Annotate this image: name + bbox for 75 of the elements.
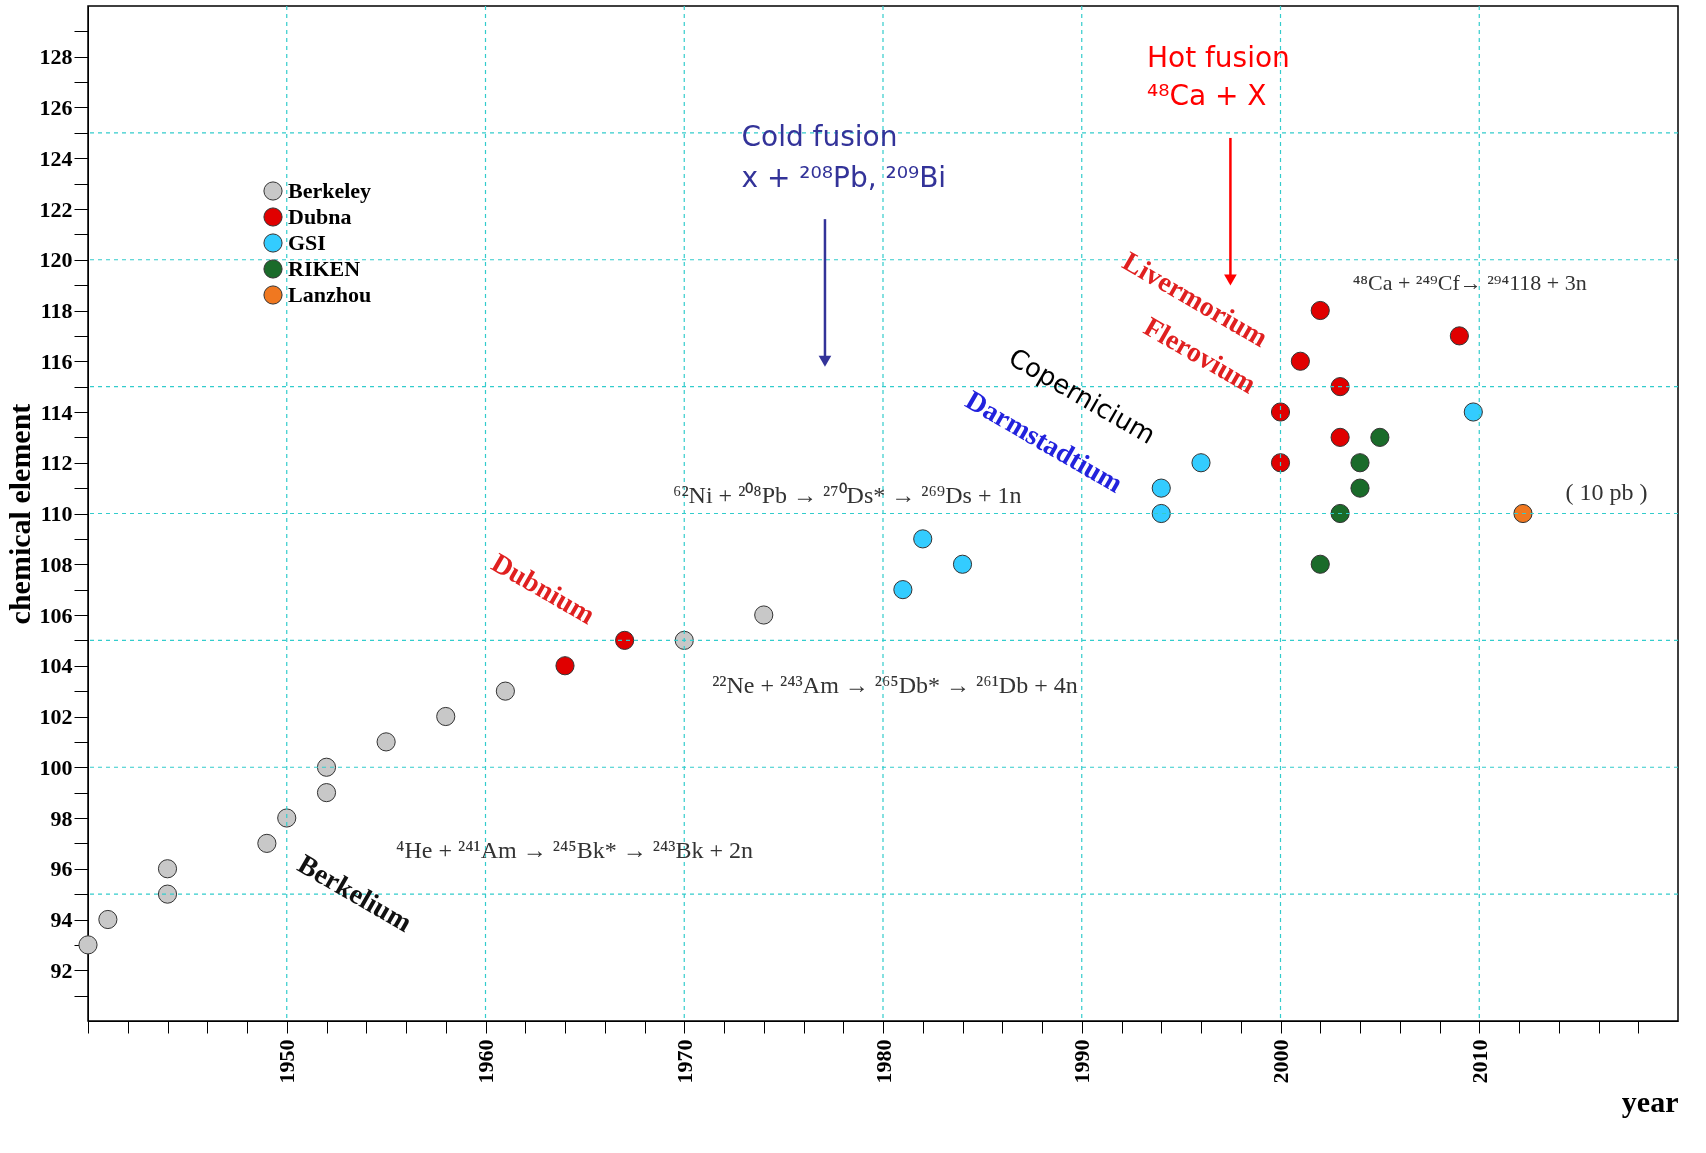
x-tick-label: 1980: [870, 1039, 896, 1084]
y-tick-label: 92: [50, 957, 73, 983]
annotation: ⁴⁸Ca + ²⁴⁹Cf→ ²⁹⁴118 + 3n: [1352, 269, 1587, 295]
y-tick-label: 112: [40, 450, 73, 476]
annotation: Hot fusion: [1146, 41, 1290, 75]
x-axis-title: year: [1621, 1084, 1679, 1118]
point: [1350, 478, 1370, 498]
y-tick-label: 116: [40, 348, 73, 374]
y-tick-label: 106: [39, 602, 73, 628]
point: [1290, 351, 1310, 371]
annotation: x + ²⁰⁸Pb, ²⁰⁹Bi: [741, 160, 947, 194]
point: [555, 656, 575, 676]
y-tick-label: 104: [39, 653, 73, 679]
point: [1151, 503, 1171, 524]
y-tick-label: 100: [39, 754, 73, 780]
legend-label: GSI: [288, 230, 326, 255]
y-tick-label: 120: [39, 247, 73, 273]
x-tick-label: 1990: [1069, 1039, 1095, 1084]
y-tick-label: 96: [50, 856, 73, 882]
x-tick-label: 1950: [274, 1039, 300, 1084]
point: [157, 859, 178, 879]
y-tick-label: 122: [39, 196, 73, 222]
y-tick-label: 126: [39, 95, 73, 120]
point: [893, 580, 913, 600]
point: [1350, 453, 1370, 473]
y-axis-title: chemical element: [2, 403, 36, 625]
point: [1449, 326, 1469, 346]
y-tick-label: 94: [50, 907, 73, 932]
point: [98, 909, 118, 930]
point: [316, 783, 337, 803]
point: [754, 605, 774, 625]
point: [1270, 402, 1291, 422]
point: [1330, 427, 1350, 447]
x-tick-label: 2000: [1268, 1039, 1293, 1084]
legend-label: Lanzhou: [288, 282, 372, 307]
point: [436, 706, 456, 727]
point: [615, 630, 635, 650]
point: [376, 732, 396, 752]
x-tick-label: 1960: [473, 1039, 498, 1084]
point: [1463, 402, 1483, 422]
y-tick-label: 98: [50, 805, 73, 831]
point: [1330, 503, 1350, 524]
annotation: Cold fusion: [741, 119, 898, 153]
point: [157, 884, 178, 904]
point: [257, 833, 277, 853]
annotation: ( 10 pb ): [1565, 479, 1648, 506]
y-tick-label: 118: [40, 298, 73, 323]
point: [495, 681, 515, 701]
point: [1151, 478, 1171, 498]
annotation: ²²Ne + ²⁴³Am → ²⁶⁵Db* → ²⁶¹Db + 4n: [712, 672, 1078, 699]
legend-label: RIKEN: [288, 256, 361, 281]
point: [674, 630, 694, 650]
point: [1513, 503, 1533, 524]
point: [1370, 427, 1390, 447]
point: [316, 757, 337, 777]
x-tick-label: 1970: [671, 1039, 697, 1084]
y-tick-label: 110: [40, 501, 73, 526]
y-tick-label: 124: [39, 145, 73, 171]
point: [1330, 377, 1350, 397]
point: [913, 529, 933, 549]
legend-label: Dubna: [288, 204, 352, 229]
point: [952, 554, 973, 574]
point: [277, 808, 297, 828]
y-tick-label: 108: [39, 551, 73, 577]
point: [1270, 453, 1291, 473]
legend-label: Berkeley: [288, 178, 372, 203]
point: [78, 935, 98, 955]
annotation: ⁴⁸Ca + X: [1146, 79, 1267, 113]
y-tick-label: 102: [39, 704, 73, 729]
point: [1191, 453, 1211, 473]
point: [1310, 300, 1330, 321]
y-tick-label: 114: [40, 399, 73, 425]
x-tick-label: 2010: [1466, 1039, 1492, 1084]
y-tick-label: 128: [39, 44, 73, 70]
point: [1310, 554, 1330, 574]
